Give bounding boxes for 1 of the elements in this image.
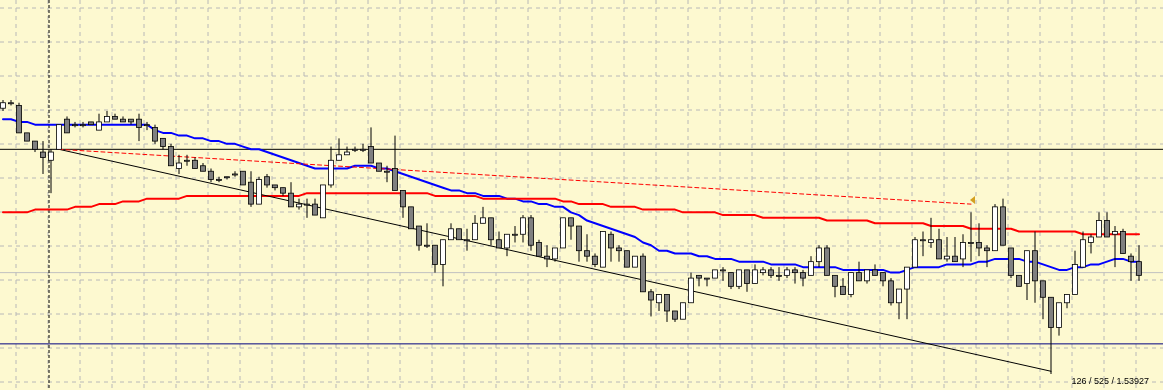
text: 126 / 525 / 1.53927 xyxy=(1071,376,1149,386)
